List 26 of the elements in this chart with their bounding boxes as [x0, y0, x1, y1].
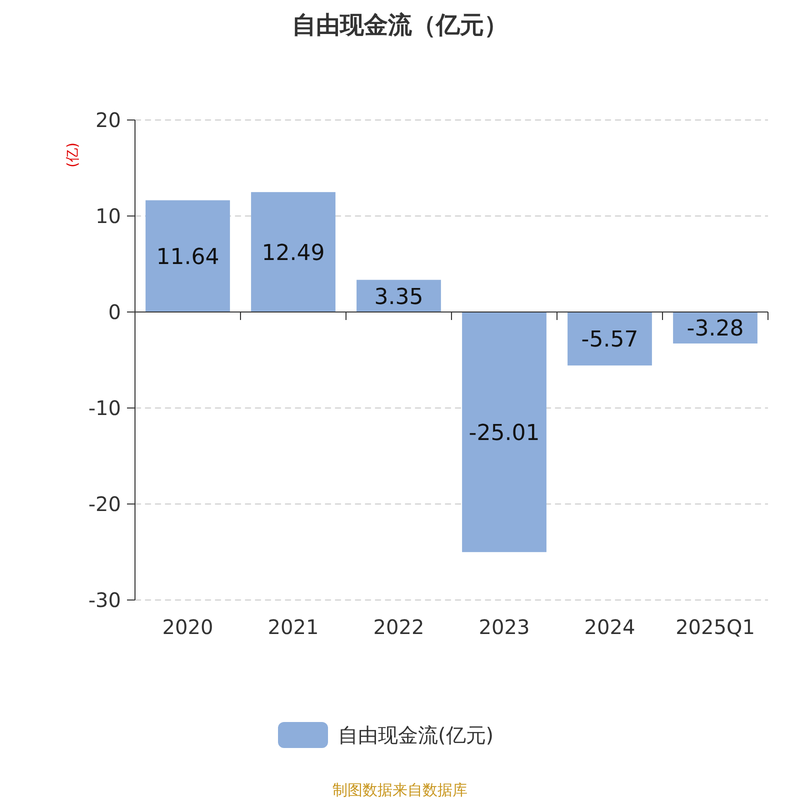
data-label: 3.35	[374, 284, 424, 310]
data-label: -3.28	[686, 316, 744, 342]
y-tick-label: 20	[96, 108, 121, 132]
bar	[146, 200, 230, 312]
data-label: -5.57	[581, 328, 638, 353]
y-axis-title: (亿)	[65, 142, 81, 168]
data-label: -25.01	[468, 421, 540, 446]
data-label: 12.49	[262, 241, 325, 266]
x-tick-label: 2021	[268, 615, 319, 639]
x-tick-label: 2023	[478, 615, 530, 639]
y-tick-label: -20	[88, 492, 121, 516]
x-tick-label: 2020	[162, 615, 214, 639]
y-tick-label: -30	[88, 588, 121, 612]
y-tick-label: -10	[88, 396, 121, 420]
bar	[462, 312, 546, 552]
text: 制图数据来自数据库	[332, 781, 468, 799]
y-tick-label: 0	[108, 300, 121, 324]
bar	[251, 192, 336, 312]
x-tick-label: 2024	[584, 615, 636, 639]
legend-label: 自由现金流(亿元)	[338, 723, 494, 747]
data-label: 11.64	[156, 245, 220, 270]
x-tick-label: 2022	[373, 615, 424, 639]
x-tick-label: 2025Q1	[676, 615, 755, 639]
bar	[568, 312, 652, 366]
chart-title: 自由现金流（亿元）	[292, 11, 508, 39]
y-tick-label: 10	[96, 204, 121, 228]
